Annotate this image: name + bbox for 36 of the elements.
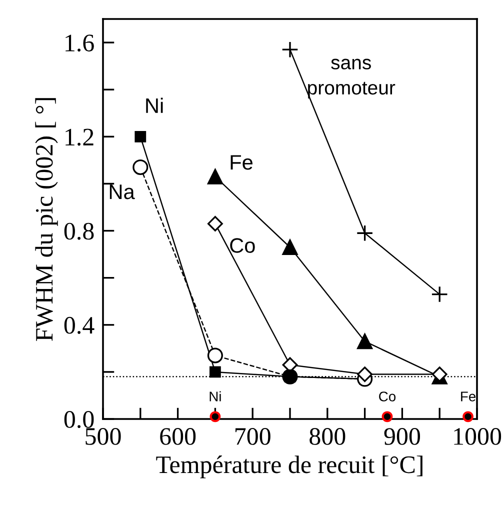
point bbox=[210, 366, 221, 378]
x-tick-label: 800 bbox=[310, 428, 346, 445]
y-tick-label: 1.6 bbox=[66, 34, 94, 52]
x-tick-label: 900 bbox=[384, 428, 420, 445]
point bbox=[462, 411, 474, 422]
series-label: Co bbox=[230, 238, 255, 253]
x-tick-label: 500 bbox=[86, 428, 121, 445]
x-tick-label: 1000 bbox=[454, 428, 502, 445]
point bbox=[132, 159, 148, 176]
point bbox=[356, 224, 374, 242]
point bbox=[134, 130, 146, 142]
point bbox=[357, 334, 373, 350]
x-tick-label: 600 bbox=[160, 428, 196, 445]
annotation: Co bbox=[379, 392, 396, 402]
point bbox=[282, 41, 298, 58]
series-label: Ni bbox=[146, 98, 163, 113]
y-tick-label: 0.8 bbox=[64, 222, 94, 240]
y-tick-label: 0.4 bbox=[64, 316, 94, 334]
point bbox=[282, 239, 298, 256]
point bbox=[207, 168, 223, 184]
y-tick-label: 1.2 bbox=[66, 128, 94, 146]
x-axis-title: Température de recuit [°C] bbox=[156, 456, 422, 478]
annotation: Ni bbox=[210, 391, 221, 402]
point bbox=[357, 366, 373, 382]
annotation: Fe bbox=[461, 392, 476, 402]
point bbox=[210, 411, 221, 422]
point bbox=[382, 411, 393, 422]
series-label: sans promoteur bbox=[308, 58, 396, 98]
x-tick-label: 700 bbox=[236, 428, 270, 445]
series-label: Fe bbox=[230, 155, 252, 170]
point bbox=[431, 286, 448, 303]
point bbox=[207, 216, 223, 232]
point bbox=[207, 348, 223, 364]
y-axis-title: FWHM du pic (002) [ °] bbox=[35, 98, 58, 341]
text: 0.0 bbox=[64, 411, 94, 428]
series-label: Na bbox=[110, 184, 135, 200]
